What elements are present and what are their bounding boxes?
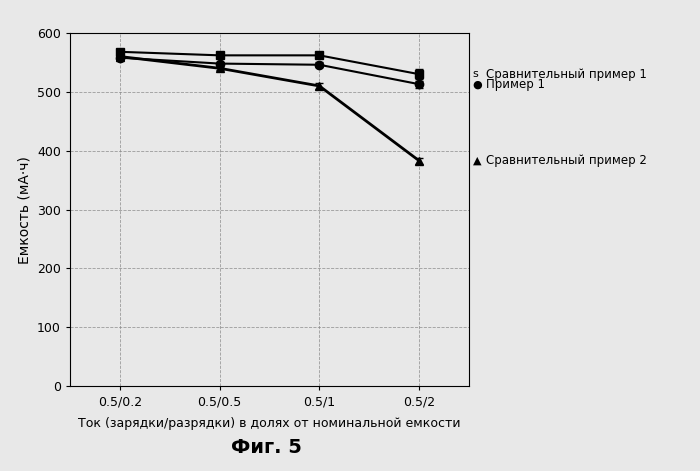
Text: Сравнительный пример 2: Сравнительный пример 2: [486, 154, 648, 167]
Text: ▲: ▲: [473, 156, 481, 166]
X-axis label: Ток (зарядки/разрядки) в долях от номинальной емкости: Ток (зарядки/разрядки) в долях от номина…: [78, 416, 461, 430]
Text: Сравнительный пример 1: Сравнительный пример 1: [486, 68, 648, 81]
Text: ●: ●: [473, 79, 482, 89]
Text: Фиг. 5: Фиг. 5: [230, 438, 302, 457]
Text: Пример 1: Пример 1: [486, 78, 545, 91]
Y-axis label: Емкость (мА·ч): Емкость (мА·ч): [18, 155, 32, 264]
Text: s: s: [473, 69, 478, 79]
